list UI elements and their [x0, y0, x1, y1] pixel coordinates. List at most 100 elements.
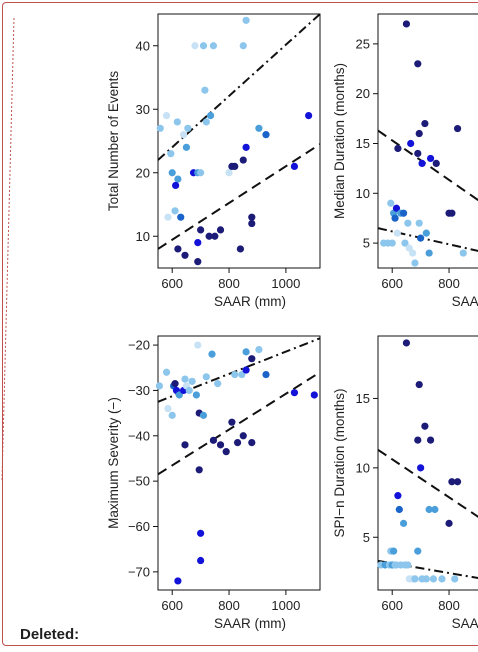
data-point — [417, 464, 425, 472]
data-point — [171, 380, 179, 388]
data-point — [399, 519, 408, 527]
data-point — [421, 422, 429, 430]
data-point — [195, 466, 203, 474]
x-tick-label: 600 — [381, 276, 403, 291]
data-point — [208, 350, 216, 358]
data-point — [239, 156, 247, 164]
data-point — [174, 175, 182, 183]
data-point — [417, 234, 425, 242]
data-point — [438, 575, 446, 583]
data-point — [156, 124, 164, 132]
data-point — [402, 339, 411, 347]
y-tick-label: −20 — [128, 338, 150, 353]
data-point — [242, 143, 250, 151]
data-point — [425, 505, 433, 514]
data-point — [174, 245, 182, 253]
data-point — [155, 382, 164, 390]
data-point — [162, 368, 171, 376]
x-tick-label: 800 — [218, 276, 240, 291]
data-point — [425, 249, 433, 257]
data-point — [418, 159, 426, 168]
data-point — [197, 169, 205, 177]
y-tick-label: 15 — [356, 136, 370, 151]
data-point — [214, 380, 222, 388]
data-point — [174, 577, 182, 585]
y-axis-title: SPI−n Duration (months) — [332, 389, 347, 538]
data-point — [407, 139, 415, 148]
data-point — [391, 214, 399, 222]
x-tick-label: 800 — [438, 276, 460, 291]
data-point — [414, 436, 422, 444]
data-point — [168, 169, 176, 177]
data-point — [242, 366, 250, 374]
data-point — [290, 162, 299, 170]
data-point — [415, 129, 423, 138]
plot-area-box — [377, 13, 478, 269]
x-tick-label: 600 — [161, 276, 183, 291]
panel-spi-duration: 600 800 5 10 15 SAAR SPI−n Duration (months) — [332, 335, 478, 631]
data-point — [248, 438, 256, 447]
data-point — [181, 441, 189, 449]
data-point — [202, 373, 210, 381]
data-point — [415, 380, 423, 389]
y-tick-label: −60 — [128, 519, 150, 534]
plot-area-box — [157, 335, 321, 591]
data-point — [172, 181, 180, 190]
data-point — [432, 159, 440, 168]
y-tick-label: −30 — [128, 383, 150, 398]
x-tick-label: 1000 — [271, 598, 300, 613]
fit-line-dash — [157, 143, 321, 250]
data-point — [402, 20, 411, 28]
data-point — [179, 131, 188, 139]
data-point — [453, 124, 462, 133]
data-point — [231, 370, 239, 379]
y-tick-label: 20 — [136, 165, 150, 180]
data-point — [390, 547, 398, 555]
data-point — [248, 355, 256, 363]
y-tick-label: 40 — [136, 38, 150, 53]
data-point — [211, 232, 219, 240]
x-axis-title: SAAR — [452, 616, 478, 631]
data-point — [255, 124, 263, 132]
data-point — [421, 119, 429, 128]
y-tick-label: 15 — [356, 391, 370, 406]
data-point — [177, 213, 185, 221]
data-point — [415, 219, 423, 227]
data-point — [188, 377, 196, 385]
data-point — [162, 112, 171, 120]
data-point — [209, 42, 218, 50]
data-point — [182, 143, 191, 151]
fit-line-dashdot — [157, 13, 321, 161]
data-point — [194, 239, 202, 247]
data-point — [242, 348, 250, 356]
y-axis-title: Total Number of Events — [106, 71, 121, 212]
data-point — [194, 341, 202, 349]
data-point — [233, 438, 242, 447]
x-axis-title: SAAR (mm) — [214, 616, 286, 631]
data-point — [205, 232, 213, 240]
data-point — [414, 547, 422, 555]
data-point — [192, 391, 200, 399]
data-point — [388, 239, 396, 247]
data-point — [238, 370, 246, 379]
data-point — [392, 204, 401, 212]
x-tick-label: 800 — [218, 598, 240, 613]
plot-area-box — [377, 335, 478, 591]
data-point — [399, 209, 408, 217]
data-point — [197, 529, 205, 537]
y-axis-title: Maximum Severity (−) — [106, 397, 121, 529]
data-point — [175, 391, 183, 399]
data-point — [199, 42, 208, 50]
data-point — [426, 154, 435, 163]
data-point — [426, 436, 435, 444]
data-point — [401, 239, 409, 247]
data-point — [191, 42, 199, 50]
data-point — [239, 42, 247, 50]
data-point — [394, 144, 402, 153]
data-point — [197, 226, 205, 234]
data-point — [184, 124, 192, 132]
y-tick-label: 25 — [356, 36, 370, 51]
data-point — [216, 226, 225, 234]
